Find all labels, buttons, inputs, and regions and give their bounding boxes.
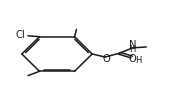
Text: O: O: [129, 54, 137, 64]
Text: H: H: [135, 56, 142, 65]
Text: O: O: [102, 54, 110, 64]
Text: Cl: Cl: [15, 30, 25, 40]
Text: H: H: [129, 45, 135, 54]
Text: N: N: [129, 40, 137, 50]
